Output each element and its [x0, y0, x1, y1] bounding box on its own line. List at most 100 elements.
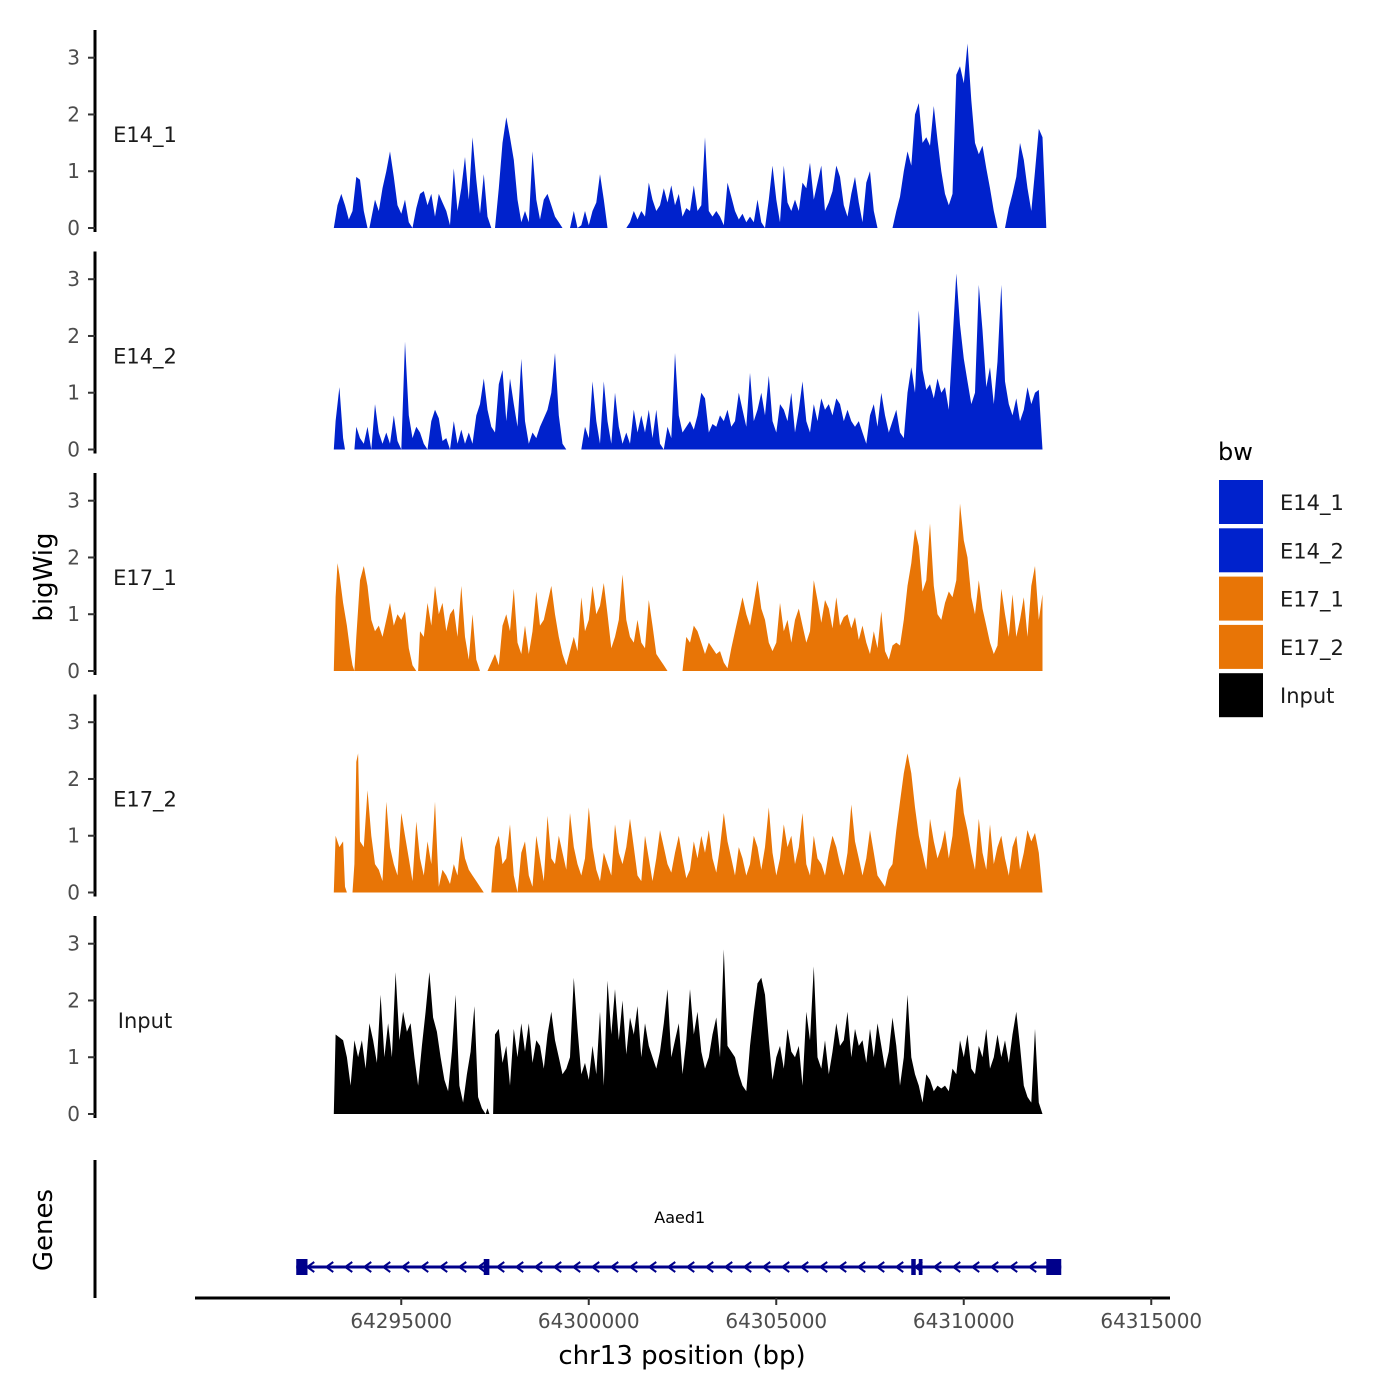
y-axis-title: bigWig	[29, 532, 59, 621]
x-axis: 64295000 64300000 64305000 64310000 64315000	[195, 1296, 1202, 1333]
strand-arrow	[818, 1261, 828, 1273]
legend-swatch	[1219, 480, 1263, 524]
strand-arrow	[970, 1261, 980, 1273]
y-tick-label: 0	[67, 1102, 80, 1126]
legend-label: E14_1	[1280, 491, 1344, 516]
y-tick-label: 0	[67, 438, 80, 462]
y-tick-label: 3	[67, 932, 80, 956]
y-tick-label: 3	[67, 489, 80, 513]
exon	[918, 1259, 923, 1275]
gene-label: Aaed1	[654, 1208, 705, 1227]
legend-label: Input	[1280, 684, 1334, 708]
strand-arrow	[552, 1261, 562, 1273]
legend-label: E17_1	[1280, 588, 1344, 613]
legend-swatch	[1219, 673, 1263, 718]
track-label: Input	[118, 1009, 172, 1033]
strand-arrow	[343, 1261, 353, 1273]
legend-swatch	[1219, 528, 1263, 573]
coverage-tracks: 0 1 2 3 E14_1 0 1 2 3 E14_2 0 1 2 3 E17_1 0 1 2 3 E17_2 0 1 2 3…	[67, 30, 1047, 1126]
x-tick-label: 64310000	[913, 1309, 1015, 1333]
strand-arrow	[1027, 1261, 1037, 1273]
strand-arrow	[780, 1261, 790, 1273]
strand-arrow	[533, 1261, 543, 1273]
y-tick-label: 0	[67, 881, 80, 905]
y-tick-label: 1	[67, 381, 80, 405]
y-tick-label: 3	[67, 710, 80, 734]
strand-arrow	[856, 1261, 866, 1273]
track-label: E17_1	[113, 566, 177, 591]
strand-arrow	[894, 1261, 904, 1273]
strand-arrow	[609, 1261, 619, 1273]
strand-arrow	[400, 1261, 410, 1273]
strand-arrow	[837, 1261, 847, 1273]
track-label: E14_1	[113, 123, 177, 148]
genes-axis-title: Genes	[29, 1189, 59, 1271]
track-e14-2: 0 1 2 3 E14_2	[67, 251, 1043, 462]
y-tick-label: 3	[67, 46, 80, 70]
legend: bw E14_1 E14_2 E17_1 E17_2 Input	[1218, 438, 1344, 718]
gene-track-panel: Aaed1	[93, 1160, 1062, 1298]
x-tick-label: 64305000	[725, 1309, 827, 1333]
y-tick-label: 1	[67, 159, 80, 183]
coverage-area-e17-1	[333, 503, 1043, 671]
strand-arrow	[628, 1261, 638, 1273]
y-tick-label: 2	[67, 545, 80, 569]
strand-arrow	[590, 1261, 600, 1273]
legend-swatch	[1219, 624, 1263, 669]
coverage-area-e14-2	[333, 273, 1043, 450]
strand-arrow	[647, 1261, 657, 1273]
coverage-area-e17-2	[333, 753, 1043, 893]
exon	[1046, 1259, 1062, 1275]
track-e14-1: 0 1 2 3 E14_1	[67, 30, 1047, 240]
strand-arrow	[362, 1261, 372, 1273]
legend-label: E17_2	[1280, 636, 1344, 661]
coverage-area-e14-1	[333, 43, 1047, 228]
exon	[911, 1259, 916, 1275]
strand-arrow	[685, 1261, 695, 1273]
strand-arrow	[704, 1261, 714, 1273]
y-tick-label: 0	[67, 216, 80, 240]
legend-label: E14_2	[1280, 539, 1344, 564]
strand-arrow	[761, 1261, 771, 1273]
track-input: 0 1 2 3 Input	[67, 916, 1043, 1126]
x-tick-label: 64295000	[350, 1309, 452, 1333]
strand-arrow	[989, 1261, 999, 1273]
y-tick-label: 2	[67, 988, 80, 1012]
track-e17-1: 0 1 2 3 E17_1	[67, 473, 1043, 683]
y-tick-label: 1	[67, 824, 80, 848]
strand-arrow	[742, 1261, 752, 1273]
coverage-area-input	[333, 949, 1043, 1114]
exon	[483, 1259, 490, 1275]
strand-arrow	[457, 1261, 467, 1273]
strand-arrow	[932, 1261, 942, 1273]
y-tick-label: 3	[67, 267, 80, 291]
strand-arrow	[799, 1261, 809, 1273]
legend-title: bw	[1218, 438, 1253, 466]
x-axis-title: chr13 position (bp)	[558, 1341, 805, 1371]
strand-arrow	[381, 1261, 391, 1273]
strand-arrow	[476, 1261, 486, 1273]
strand-arrow	[438, 1261, 448, 1273]
track-label: E17_2	[113, 788, 177, 813]
strand-arrow	[571, 1261, 581, 1273]
y-tick-label: 2	[67, 102, 80, 126]
strand-arrow	[666, 1261, 676, 1273]
strand-arrow	[324, 1261, 334, 1273]
legend-swatch	[1219, 576, 1263, 621]
strand-arrow	[514, 1261, 524, 1273]
y-tick-label: 1	[67, 602, 80, 626]
x-tick-label: 64300000	[538, 1309, 640, 1333]
track-e17-2: 0 1 2 3 E17_2	[67, 694, 1043, 905]
x-tick-label: 64315000	[1100, 1309, 1202, 1333]
strand-arrow	[419, 1261, 429, 1273]
y-tick-label: 0	[67, 659, 80, 683]
y-tick-label: 1	[67, 1045, 80, 1069]
y-tick-label: 2	[67, 767, 80, 791]
y-tick-label: 2	[67, 324, 80, 348]
strand-arrow	[875, 1261, 885, 1273]
strand-arrow	[1008, 1261, 1018, 1273]
strand-arrow	[951, 1261, 961, 1273]
exon	[296, 1259, 308, 1275]
strand-arrow	[495, 1261, 505, 1273]
